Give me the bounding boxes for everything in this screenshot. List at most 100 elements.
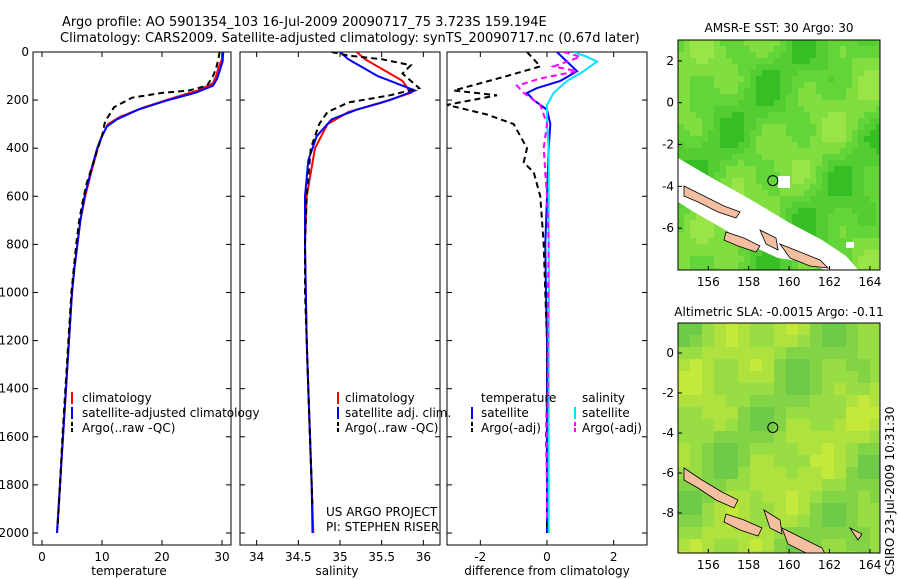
field-cell [870, 178, 876, 184]
field-cell [696, 124, 702, 130]
field-cell [876, 214, 880, 220]
field-cell [714, 136, 720, 142]
field-cell [876, 220, 880, 226]
field-cell [786, 515, 798, 527]
field-cell [774, 160, 780, 166]
field-cell [804, 118, 810, 124]
field-cell [696, 226, 702, 232]
field-cell [858, 383, 870, 395]
field-cell [876, 46, 880, 52]
field-cell [690, 371, 702, 383]
field-cell [684, 100, 690, 106]
field-cell [756, 112, 762, 118]
field-cell [714, 443, 726, 455]
field-cell [756, 184, 762, 190]
field-cell [780, 70, 786, 76]
field-cell [690, 395, 702, 407]
field-cell [840, 250, 846, 256]
field-cell [846, 100, 852, 106]
field-cell [858, 40, 864, 46]
field-cell [834, 112, 840, 118]
difference-x-label: difference from climatology [464, 564, 630, 578]
field-cell [840, 130, 846, 136]
x-tick-label: 34 [249, 550, 264, 564]
field-cell [810, 64, 816, 70]
field-cell [750, 250, 756, 256]
field-cell [810, 88, 816, 94]
field-cell [876, 64, 880, 70]
field-cell [858, 323, 870, 335]
field-cell [858, 419, 870, 431]
field-cell [732, 160, 738, 166]
field-cell [678, 515, 690, 527]
field-cell [870, 118, 876, 124]
field-cell [750, 196, 756, 202]
field-cell [822, 148, 828, 154]
field-cell [744, 106, 750, 112]
field-cell [702, 88, 708, 94]
field-cell [816, 142, 822, 148]
field-cell [828, 172, 834, 178]
field-cell [858, 58, 864, 64]
field-cell [792, 94, 798, 100]
field-cell [846, 515, 858, 527]
field-cell [774, 383, 786, 395]
field-cell [750, 154, 756, 160]
field-cell [756, 190, 762, 196]
field-cell [762, 335, 774, 347]
field-cell [684, 46, 690, 52]
field-cell [678, 106, 684, 112]
field-cell [684, 238, 690, 244]
field-cell [750, 112, 756, 118]
field-cell [750, 383, 762, 395]
field-cell [804, 112, 810, 118]
field-cell [762, 52, 768, 58]
field-cell [726, 166, 732, 172]
field-cell [732, 112, 738, 118]
field-cell [840, 136, 846, 142]
field-cell [834, 539, 846, 551]
field-cell [744, 160, 750, 166]
field-cell [822, 323, 834, 335]
field-cell [858, 455, 870, 467]
field-cell [732, 76, 738, 82]
field-cell [846, 551, 858, 553]
field-cell [816, 88, 822, 94]
field-cell [726, 262, 732, 268]
field-cell [768, 58, 774, 64]
field-cell [834, 94, 840, 100]
x-tick-label: 158 [737, 558, 760, 572]
field-cell [852, 178, 858, 184]
field-cell [702, 112, 708, 118]
field-cell [690, 407, 702, 419]
field-cell [768, 106, 774, 112]
field-cell [846, 118, 852, 124]
field-cell [840, 208, 846, 214]
field-cell [714, 455, 726, 467]
x-tick-label: -2 [474, 550, 486, 564]
field-cell [714, 244, 720, 250]
field-cell [678, 407, 690, 419]
field-cell [870, 52, 876, 58]
field-cell [834, 136, 840, 142]
field-cell [750, 479, 762, 491]
field-cell [846, 467, 858, 479]
field-cell [852, 232, 858, 238]
field-cell [822, 443, 834, 455]
field-cell [798, 202, 804, 208]
field-cell [792, 184, 798, 190]
field-cell [858, 371, 870, 383]
field-cell [798, 148, 804, 154]
field-cell [792, 58, 798, 64]
field-cell [834, 142, 840, 148]
field-cell [768, 100, 774, 106]
field-cell [852, 172, 858, 178]
field-cell [744, 154, 750, 160]
field-cell [834, 160, 840, 166]
field-cell [720, 40, 726, 46]
field-cell [738, 407, 750, 419]
sla-y-ticks: 0-2-4-6-8 [662, 346, 682, 520]
field-cell [690, 539, 702, 551]
field-cell [726, 124, 732, 130]
field-cell [816, 196, 822, 202]
